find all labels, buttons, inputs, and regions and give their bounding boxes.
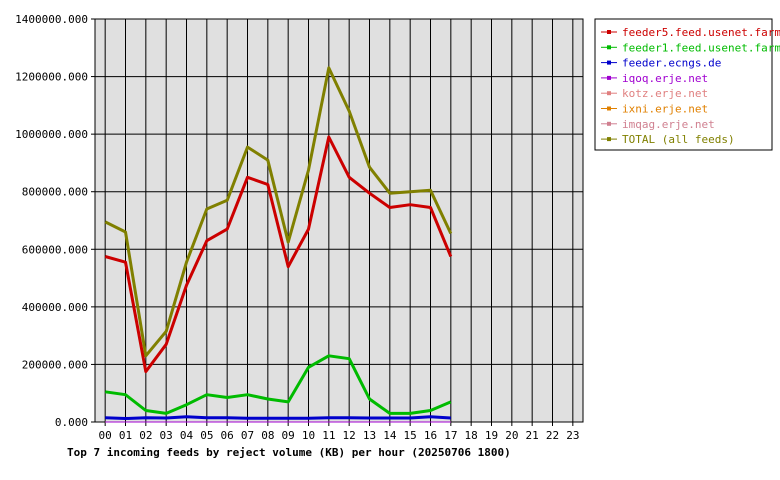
x-tick-label: 18 [465,429,478,442]
x-tick-label: 09 [282,429,295,442]
y-tick-label: 1200000.000 [15,71,88,84]
legend-box [594,18,773,151]
x-tick-label: 23 [566,429,579,442]
x-tick-label: 13 [363,429,376,442]
x-tick-label: 12 [343,429,356,442]
x-tick-label: 01 [119,429,132,442]
y-tick-label: 1000000.000 [15,128,88,141]
legend-marker-6 [607,121,611,126]
x-tick-label: 02 [139,429,152,442]
legend-marker-2 [607,60,611,65]
x-tick-label: 22 [546,429,559,442]
x-tick-label: 03 [160,429,173,442]
chart-title: Top 7 incoming feeds by reject volume (K… [67,446,511,459]
x-tick-label: 08 [261,429,274,442]
legend-marker-1 [607,45,611,50]
grid [95,18,583,423]
legend-label-2: feeder.ecngs.de [622,57,721,70]
y-tick-label: 600000.000 [22,243,88,256]
legend-marker-0 [607,30,611,34]
x-tick-label: 16 [424,429,437,442]
series-line-0 [104,135,453,374]
y-tick-label: 1400000.000 [15,13,88,26]
x-tick-label: 06 [221,429,234,442]
x-tick-label: 21 [526,429,539,442]
x-tick-label: 20 [505,429,518,442]
series-line-1 [104,354,452,415]
y-tick-label: 200000.000 [22,358,88,371]
x-tick-label: 19 [485,429,498,442]
legend-label-0: feeder5.feed.usenet.farm [622,26,780,39]
y-axis: 0.000 200000.000 400000.000 600000.000 80000… [15,13,95,429]
y-tick-label: 0.000 [55,416,88,429]
x-tick-label: 10 [302,429,315,442]
series-line-7 [104,66,453,358]
legend-label-5: ixni.erje.net [622,103,708,116]
y-tick-label: 800000.000 [22,186,88,199]
x-tick-label: 00 [99,429,112,442]
x-tick-label: 05 [200,429,213,442]
legend-label-6: imqag.erje.net [622,118,715,131]
x-tick-label: 07 [241,429,254,442]
plot-area [94,18,584,423]
x-tick-label: 17 [444,429,457,442]
series-line-2 [105,415,451,420]
x-tick-label: 04 [180,429,194,442]
series-lines [104,66,453,423]
x-tick-label: 11 [322,429,335,442]
legend-label-3: iqoq.erje.net [622,72,708,85]
x-axis: 00 01 02 03 04 05 06 07 08 09 10 11 12 13 14 15 16 17 18 19… [99,422,579,442]
x-tick-label: 14 [383,429,397,442]
legend-marker-7 [607,137,611,142]
legend-marker-4 [607,91,611,96]
legend-marker-3 [607,75,611,80]
y-tick-label: 400000.000 [22,301,88,314]
x-tick-label: 15 [404,429,417,442]
legend-label-7: TOTAL (all feeds) [622,133,735,146]
legend-marker-5 [607,106,611,111]
legend-label-4: kotz.erje.net [622,87,708,100]
legend-label-1: feeder1.feed.usenet.farm [622,41,780,54]
legend: feeder5.feed.usenet.farm feeder1.feed.use… [594,18,780,151]
